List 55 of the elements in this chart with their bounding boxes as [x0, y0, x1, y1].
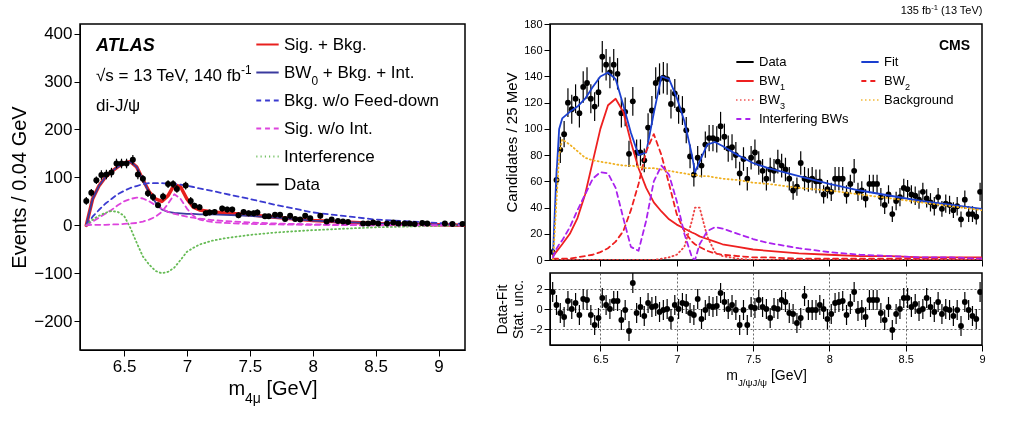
y-tick-label: 80 [530, 148, 543, 161]
x-axis-title: m$_{4μ}$ [GeV] [228, 376, 318, 406]
y-tick-label: 40 [530, 201, 543, 214]
x-tick-label: 7.5 [238, 356, 263, 376]
legend-label: Fit [884, 54, 899, 69]
legend-label: Background [884, 92, 954, 107]
y-axis-title: Data-Fit Stat. unc. [493, 279, 526, 340]
legend-label: BW$_{3}$ [759, 92, 786, 111]
x-tick-label: 8 [826, 352, 833, 365]
y-tick-label: 120 [524, 96, 543, 109]
legend-label: Bkg. w/o Feed-down [284, 90, 439, 110]
y-tick-label: 0 [536, 253, 543, 266]
x-tick-label: 7 [674, 352, 681, 365]
y-tick-label: 180 [524, 17, 543, 30]
y-tick-label: 160 [524, 43, 543, 56]
legend-label: Data [284, 174, 321, 194]
y-tick-label: 0 [536, 302, 543, 315]
annotation: √s = 13 TeV, 140 fb$^{-1}$ [96, 63, 252, 85]
y-tick-label: 300 [44, 72, 73, 92]
legend-label: Sig. w/o Int. [284, 118, 373, 138]
y-tick-label: −2 [529, 322, 543, 335]
y-tick-label: 100 [524, 122, 543, 135]
x-tick-label: 6.5 [112, 356, 137, 376]
x-tick-label: 8.5 [898, 352, 914, 365]
annotation: ATLAS [95, 35, 155, 55]
legend-label: BW$_{0}$ + Bkg. + Int. [284, 62, 415, 88]
x-tick-label: 8 [308, 356, 318, 376]
x-axis-title: m$_{J/ψJ/ψ}$ [GeV] [726, 366, 807, 387]
x-tick-label: 7.5 [745, 352, 762, 365]
chart-title: 135 fb$^{-1}$ (13 TeV) [900, 2, 983, 16]
y-tick-label: 60 [530, 174, 543, 187]
y-tick-label: 20 [530, 227, 543, 240]
y-tick-label: 200 [44, 119, 73, 139]
legend-label: Interfering BWs [759, 111, 850, 126]
y-tick-label: 2 [536, 282, 543, 295]
legend-label: BW$_{2}$ [884, 73, 911, 92]
x-tick-label: 8.5 [364, 356, 388, 376]
x-tick-label: 9 [979, 352, 986, 365]
annotation: CMS [938, 37, 970, 53]
y-tick-label: 400 [44, 24, 73, 44]
y-axis-title: Events / 0.04 GeV [8, 105, 31, 269]
y-tick-label: −200 [34, 311, 73, 331]
legend-label: Sig. + Bkg. [284, 34, 367, 54]
y-tick-label: 140 [524, 69, 543, 82]
annotation: di-J/ψ [96, 96, 141, 115]
legend-label: Data [759, 54, 788, 69]
y-tick-label: −100 [34, 263, 73, 283]
x-tick-label: 6.5 [593, 352, 609, 365]
x-tick-label: 7 [182, 356, 193, 376]
y-tick-label: 0 [63, 215, 73, 235]
legend-label: BW$_{1}$ [759, 73, 786, 92]
y-axis-title: Candidates / 25 MeV [503, 72, 521, 213]
y-tick-label: 100 [44, 167, 73, 187]
x-tick-label: 9 [434, 356, 444, 376]
legend-label: Interference [284, 146, 375, 166]
